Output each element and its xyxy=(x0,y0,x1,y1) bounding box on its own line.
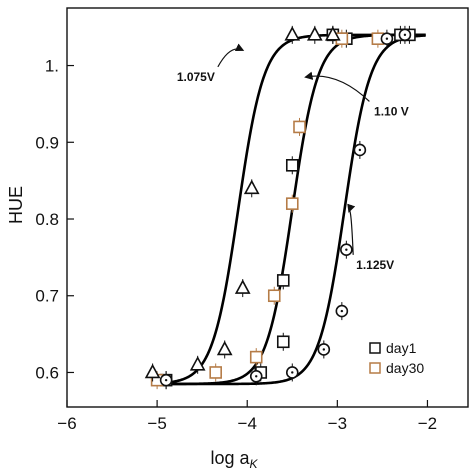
x-axis-title: log aK xyxy=(210,448,258,471)
y-tick-label: 0.6 xyxy=(35,363,59,382)
day30-point xyxy=(267,289,281,303)
day1-point xyxy=(285,158,299,172)
annotation-arrow xyxy=(217,43,245,68)
y-tick-label: 0.8 xyxy=(35,210,59,229)
triangle-point xyxy=(216,340,233,356)
triangle-point xyxy=(144,363,161,379)
annotation-label: 1.075V xyxy=(177,70,215,84)
annotation-arrow xyxy=(347,203,356,255)
day30-point xyxy=(249,350,263,364)
circle-point-dot xyxy=(255,375,258,378)
x-tick-label: −2 xyxy=(418,414,437,433)
x-tick-label: −6 xyxy=(57,414,76,433)
y-tick-label: 1. xyxy=(45,57,59,76)
legend: day1 day30 xyxy=(369,340,424,376)
annotation-label: 1.10 V xyxy=(374,104,409,118)
circle-point-dot xyxy=(322,348,326,351)
triangle-point xyxy=(306,26,323,41)
plot-frame xyxy=(66,7,469,408)
x-tick-label: −3 xyxy=(328,414,347,433)
circle-point-dot xyxy=(403,33,407,37)
circle-point-dot xyxy=(164,378,168,382)
circle-point-dot xyxy=(358,148,362,152)
x-axis-title-subscript: K xyxy=(250,457,259,471)
x-tick-label: −5 xyxy=(147,414,166,433)
axis-ticks: −6 −5 −4 −3 −2 0.6 0.7 0.8 0.9 1. xyxy=(35,57,437,433)
day30-point xyxy=(293,120,306,134)
x-axis-title-main: log a xyxy=(210,448,250,468)
annotation-label: 1.125V xyxy=(356,258,394,272)
y-axis-title: HUE xyxy=(6,186,26,224)
day30-point xyxy=(209,366,222,379)
y-tick-label: 0.7 xyxy=(35,287,59,306)
day1-point xyxy=(276,274,290,287)
day30-point xyxy=(285,197,299,210)
circle-point-dot xyxy=(385,37,389,40)
legend-marker-day30 xyxy=(369,362,381,374)
triangle-point xyxy=(284,26,301,41)
triangle-point xyxy=(234,279,251,294)
triangle-point xyxy=(324,26,341,41)
circle-point-dot xyxy=(340,309,344,313)
legend-marker-day1 xyxy=(369,342,381,354)
day1-point xyxy=(276,335,290,349)
legend-label-day1: day1 xyxy=(386,340,417,356)
legend-label-day30: day30 xyxy=(386,360,424,376)
triangle-point xyxy=(243,179,260,195)
triangle-point xyxy=(189,356,206,371)
annotations: 1.075V 1.10 V 1.125V xyxy=(177,43,409,272)
circle-point-dot xyxy=(291,371,294,374)
y-tick-label: 0.9 xyxy=(35,133,59,152)
annotation-arrow xyxy=(304,71,370,102)
data-points xyxy=(144,25,416,390)
circle-point-dot xyxy=(345,248,348,251)
x-tick-label: −4 xyxy=(238,414,257,433)
